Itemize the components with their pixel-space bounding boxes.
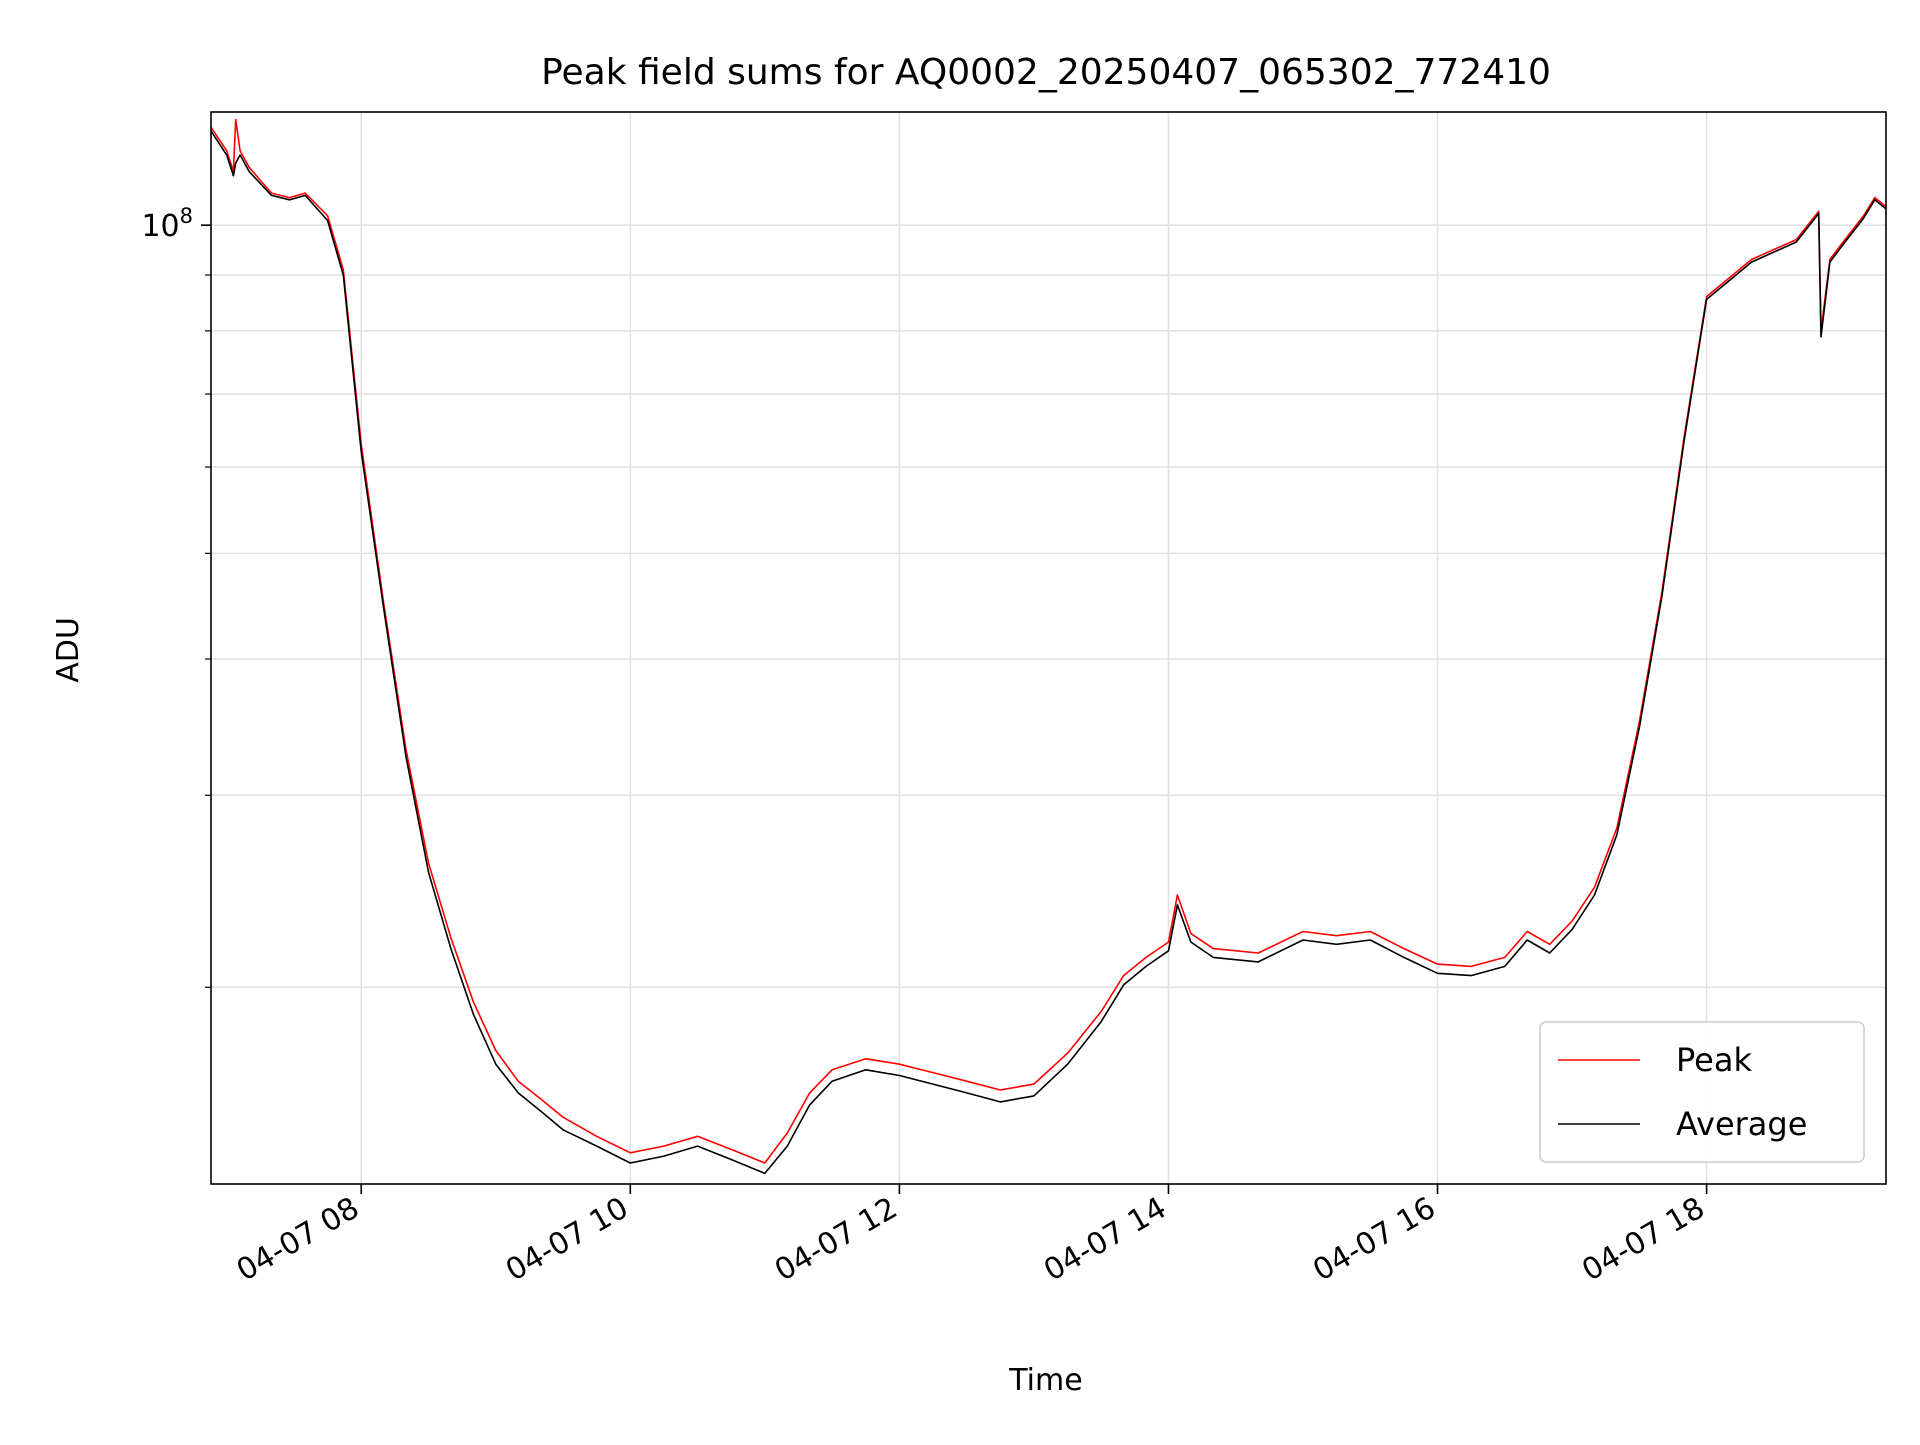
- grid: [211, 112, 1886, 1184]
- series-lines: [211, 118, 1886, 1175]
- y-tick-label: 108: [141, 204, 193, 244]
- y-axis-label: ADU: [51, 617, 86, 683]
- legend-label-average: Average: [1676, 1105, 1807, 1143]
- series-line-average: [211, 130, 1886, 1175]
- chart-title: Peak field sums for AQ0002_20250407_0653…: [541, 52, 1551, 93]
- legend-label-peak: Peak: [1676, 1041, 1752, 1079]
- series-line-peak: [211, 118, 1886, 1164]
- legend-box: [1539, 1021, 1865, 1163]
- plot-frame: [210, 111, 1887, 1185]
- legend: Peak Average: [1539, 1021, 1865, 1163]
- x-axis-label: Time: [1008, 1363, 1082, 1398]
- plot-border: [210, 111, 1887, 1185]
